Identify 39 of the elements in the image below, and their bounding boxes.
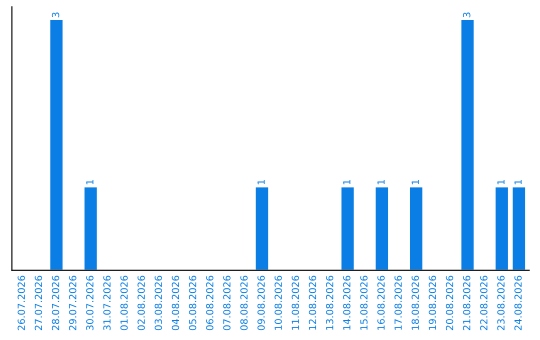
data-label: 3	[463, 12, 470, 18]
data-label: 1	[258, 180, 265, 184]
data-label: 1	[514, 180, 522, 184]
x-tick-label: 05.08.2026	[188, 276, 196, 330]
x-tick-label: 19.08.2026	[428, 276, 436, 330]
x-tick-label: 12.08.2026	[308, 276, 316, 330]
x-tick-label: 29.07.2026	[69, 276, 76, 330]
data-label: 1	[377, 180, 385, 184]
data-label: 3	[52, 12, 60, 18]
x-tick-label: 16.08.2026	[377, 276, 385, 330]
x-tick-label: 26.07.2026	[18, 276, 25, 330]
data-label: 1	[412, 180, 419, 184]
x-tick-label: 23.08.2026	[497, 276, 505, 330]
x-tick-label: 13.08.2026	[326, 276, 334, 330]
x-tick-label: 02.08.2026	[138, 276, 145, 330]
x-tick-label: 22.08.2026	[480, 276, 488, 330]
x-tick-label: 09.08.2026	[257, 276, 265, 330]
x-tick-label: 15.08.2026	[360, 276, 368, 330]
x-tick-label: 28.07.2026	[52, 276, 60, 330]
x-tick-label: 17.08.2026	[394, 276, 402, 330]
x-tick-label: 01.08.2026	[120, 276, 128, 330]
data-label: 1	[86, 180, 94, 184]
x-tick-label: 14.08.2026	[343, 276, 350, 330]
x-tick-label: 04.08.2026	[172, 276, 180, 330]
x-tick-label: 11.08.2026	[292, 276, 300, 330]
x-tick-label: 18.08.2026	[412, 276, 419, 330]
x-tick-label: 10.08.2026	[274, 276, 282, 330]
x-tick-label: 06.08.2026	[206, 276, 214, 330]
x-tick-label: 21.08.2026	[463, 276, 470, 330]
x-tick-label: 20.08.2026	[446, 276, 454, 330]
data-label: 1	[343, 180, 350, 184]
x-tick-label: 08.08.2026	[240, 276, 248, 330]
x-tick-label: 24.08.2026	[514, 276, 522, 330]
x-tick-label: 31.07.2026	[103, 276, 111, 330]
x-tick-label: 27.07.2026	[34, 276, 42, 330]
x-tick-label: 07.08.2026	[223, 276, 231, 330]
x-tick-label: 30.07.2026	[86, 276, 94, 330]
data-label: 1	[497, 180, 504, 184]
x-tick-label: 03.08.2026	[154, 276, 162, 330]
